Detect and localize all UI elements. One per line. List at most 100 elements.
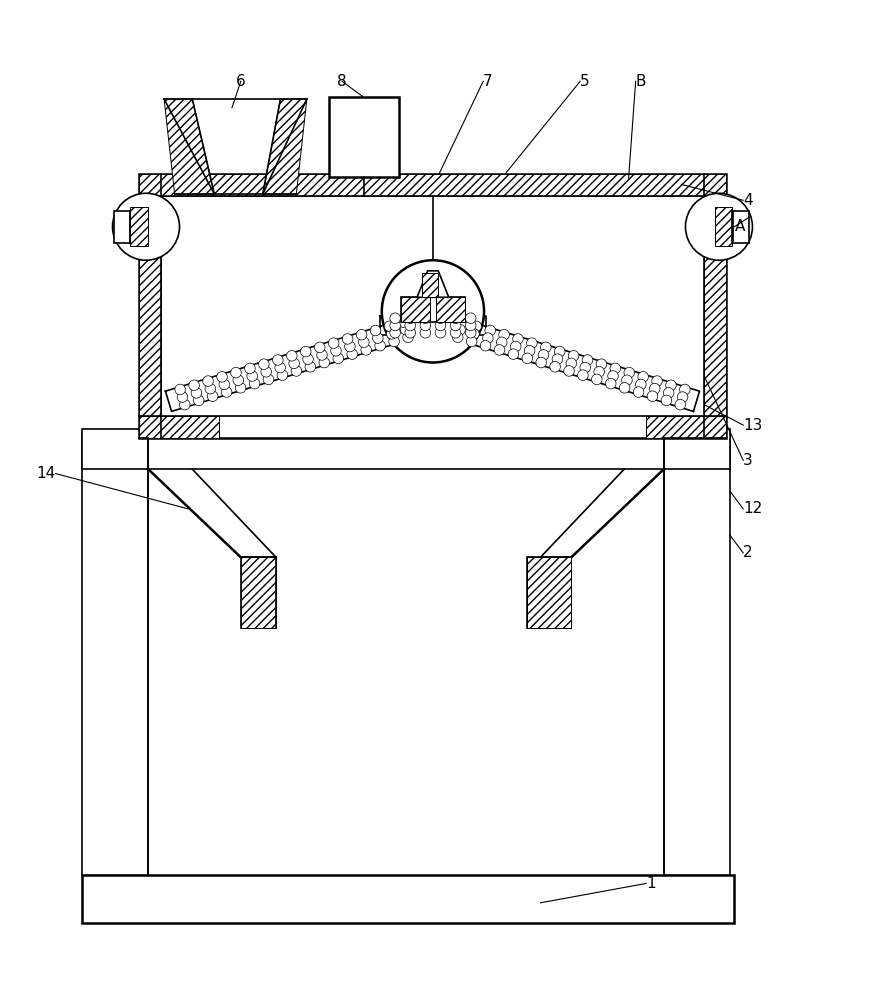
Circle shape: [263, 374, 274, 385]
Circle shape: [420, 320, 431, 331]
Polygon shape: [416, 271, 448, 297]
Text: 4: 4: [742, 193, 752, 208]
Circle shape: [190, 388, 201, 398]
Polygon shape: [443, 315, 699, 411]
Circle shape: [466, 336, 477, 347]
Circle shape: [496, 337, 507, 348]
Bar: [139, 174, 725, 438]
Circle shape: [535, 357, 546, 368]
Circle shape: [207, 391, 218, 402]
Circle shape: [563, 366, 573, 376]
Circle shape: [177, 392, 188, 402]
Text: 2: 2: [742, 545, 752, 560]
Circle shape: [358, 337, 369, 348]
Circle shape: [485, 325, 495, 336]
Circle shape: [405, 327, 415, 338]
Circle shape: [470, 321, 481, 332]
Circle shape: [390, 327, 400, 338]
Bar: [422, 273, 438, 297]
Circle shape: [526, 338, 537, 348]
Circle shape: [679, 384, 689, 395]
Circle shape: [568, 350, 579, 361]
Circle shape: [175, 384, 185, 395]
Text: 8: 8: [337, 74, 346, 89]
Bar: [240, 557, 276, 628]
Text: B: B: [635, 74, 645, 89]
Circle shape: [651, 376, 662, 386]
Circle shape: [400, 324, 410, 335]
Circle shape: [623, 367, 633, 378]
Circle shape: [677, 392, 687, 402]
Bar: [240, 557, 276, 628]
Circle shape: [649, 383, 659, 394]
Polygon shape: [262, 99, 307, 194]
Circle shape: [482, 333, 493, 343]
Circle shape: [538, 350, 548, 360]
Circle shape: [372, 333, 383, 343]
Circle shape: [398, 317, 408, 327]
Circle shape: [205, 383, 215, 394]
Circle shape: [346, 349, 357, 359]
Circle shape: [316, 350, 327, 360]
Circle shape: [593, 367, 603, 377]
Circle shape: [276, 370, 287, 380]
Bar: [400, 297, 464, 322]
Circle shape: [342, 334, 353, 344]
Circle shape: [455, 324, 465, 335]
Text: 6: 6: [236, 74, 245, 89]
Circle shape: [621, 375, 632, 386]
Circle shape: [524, 345, 534, 356]
Circle shape: [384, 321, 394, 332]
Circle shape: [286, 350, 297, 361]
Circle shape: [579, 362, 590, 373]
Circle shape: [637, 372, 648, 382]
Circle shape: [402, 332, 413, 343]
Bar: [646, 416, 725, 438]
Bar: [139, 416, 219, 438]
Circle shape: [302, 354, 313, 364]
Circle shape: [595, 359, 606, 369]
Circle shape: [369, 325, 380, 336]
Circle shape: [664, 380, 675, 391]
Circle shape: [289, 358, 299, 369]
Circle shape: [388, 336, 399, 347]
Circle shape: [420, 313, 431, 323]
Bar: [436, 297, 464, 322]
Text: 7: 7: [483, 74, 493, 89]
Circle shape: [452, 332, 462, 343]
Circle shape: [233, 375, 244, 386]
Circle shape: [549, 361, 560, 372]
Text: 5: 5: [579, 74, 589, 89]
Circle shape: [465, 320, 476, 331]
Circle shape: [456, 317, 467, 327]
Circle shape: [465, 313, 476, 323]
Circle shape: [647, 391, 657, 402]
Circle shape: [581, 355, 592, 365]
Circle shape: [179, 399, 190, 410]
Circle shape: [249, 378, 260, 389]
Bar: [82, 434, 148, 875]
Circle shape: [222, 387, 231, 397]
Circle shape: [245, 363, 255, 374]
Circle shape: [509, 341, 520, 352]
Circle shape: [246, 371, 257, 381]
Circle shape: [663, 388, 673, 398]
Circle shape: [332, 353, 343, 364]
Circle shape: [330, 345, 341, 356]
Circle shape: [435, 320, 446, 331]
Circle shape: [390, 320, 400, 331]
Circle shape: [305, 361, 315, 372]
Circle shape: [189, 380, 199, 391]
Circle shape: [314, 342, 324, 353]
Circle shape: [605, 378, 615, 389]
Circle shape: [494, 345, 504, 355]
Circle shape: [468, 329, 478, 339]
Circle shape: [685, 193, 751, 260]
Circle shape: [674, 399, 685, 410]
Circle shape: [260, 367, 271, 377]
Circle shape: [230, 367, 241, 378]
Text: 13: 13: [742, 418, 762, 433]
Circle shape: [565, 358, 576, 369]
Bar: [526, 557, 571, 628]
Bar: [714, 207, 731, 246]
